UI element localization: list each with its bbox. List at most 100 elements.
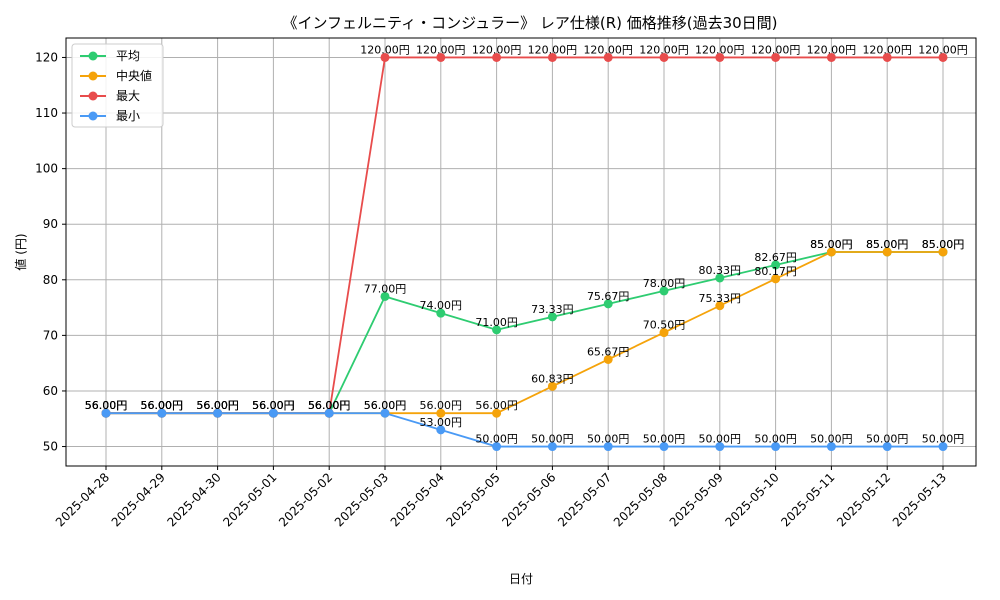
x-tick-label: 2025-04-28 (53, 470, 112, 529)
data-labels: 56.00円 56.00円 56.00円 56.00円 56.00円 77.00円 74.0… (85, 43, 968, 445)
y-tick-label: 120 (35, 50, 58, 64)
legend-marker (88, 51, 98, 61)
legend-marker (88, 71, 98, 81)
grid (66, 38, 976, 466)
legend-label: 最小 (116, 109, 140, 123)
data-point (492, 408, 502, 418)
data-point (715, 301, 725, 311)
data-point (436, 52, 446, 62)
data-label: 65.67円 (587, 345, 630, 358)
data-point (938, 52, 948, 62)
data-label: 56.00円 (141, 399, 184, 412)
data-label: 75.67円 (587, 290, 630, 303)
data-point (268, 408, 278, 418)
data-label: 56.00円 (141, 399, 184, 412)
data-label: 50.00円 (531, 433, 574, 446)
x-tick-label: 2025-05-09 (667, 470, 726, 529)
data-point (659, 286, 669, 296)
data-label: 80.33円 (699, 264, 742, 277)
data-label: 56.00円 (252, 399, 295, 412)
data-label: 56.00円 (85, 399, 128, 412)
data-point (771, 442, 781, 452)
data-point (882, 247, 892, 257)
data-point (436, 408, 446, 418)
data-label: 120.00円 (416, 43, 466, 56)
data-point (324, 408, 334, 418)
y-tick-label: 80 (43, 273, 58, 287)
data-label: 78.00円 (643, 277, 686, 290)
y-tick-label: 70 (43, 328, 58, 342)
data-point (603, 442, 613, 452)
chart-title: 《インフェルニティ・コンジュラー》 レア仕様(R) 価格推移(過去30日間) (282, 14, 777, 32)
data-label: 56.00円 (364, 399, 407, 412)
data-label: 120.00円 (360, 43, 410, 56)
x-axis: 2025-04-282025-04-292025-04-302025-05-01… (53, 466, 949, 529)
data-label: 120.00円 (472, 43, 522, 56)
data-label: 56.00円 (308, 399, 351, 412)
data-point (771, 52, 781, 62)
data-point (826, 442, 836, 452)
data-label: 56.00円 (475, 399, 518, 412)
x-tick-label: 2025-05-04 (388, 470, 447, 529)
data-point (938, 247, 948, 257)
y-tick-label: 110 (35, 106, 58, 120)
x-axis-title: 日付 (509, 572, 533, 586)
data-point (715, 273, 725, 283)
data-label: 50.00円 (754, 433, 797, 446)
x-tick-label: 2025-05-11 (778, 470, 837, 529)
data-point (380, 408, 390, 418)
legend-marker (88, 91, 98, 101)
y-tick-label: 50 (43, 440, 58, 454)
data-label: 85.00円 (866, 238, 909, 251)
data-label: 85.00円 (866, 238, 909, 251)
data-point (603, 354, 613, 364)
data-label: 120.00円 (695, 43, 745, 56)
data-point (547, 312, 557, 322)
data-label: 50.00円 (587, 433, 630, 446)
data-label: 56.00円 (252, 399, 295, 412)
data-label: 50.00円 (866, 433, 909, 446)
series-line (106, 251, 943, 415)
data-point (826, 52, 836, 62)
data-label: 120.00円 (528, 43, 578, 56)
data-label: 71.00円 (475, 316, 518, 329)
data-point (659, 442, 669, 452)
data-point (771, 260, 781, 270)
data-label: 120.00円 (751, 43, 801, 56)
data-label: 120.00円 (583, 43, 633, 56)
data-label: 50.00円 (699, 433, 742, 446)
x-tick-label: 2025-05-06 (499, 470, 558, 529)
data-label: 60.83円 (531, 372, 574, 385)
legend-label: 中央値 (116, 68, 152, 83)
data-point (938, 442, 948, 452)
data-label: 56.00円 (252, 399, 295, 412)
legend-marker (88, 111, 98, 121)
plot-area (65, 37, 977, 467)
y-axis-title: 値 (円) (13, 233, 28, 270)
series-layer (101, 52, 948, 452)
data-point (157, 408, 167, 418)
x-tick-label: 2025-05-03 (332, 470, 391, 529)
y-tick-label: 90 (43, 217, 58, 231)
x-tick-label: 2025-05-10 (723, 470, 782, 529)
data-label: 75.33円 (699, 292, 742, 305)
data-point (603, 299, 613, 309)
x-tick-label: 2025-04-29 (109, 470, 168, 529)
x-tick-label: 2025-05-13 (890, 470, 949, 529)
data-label: 56.00円 (85, 399, 128, 412)
data-point (436, 425, 446, 435)
data-label: 85.00円 (810, 238, 853, 251)
x-tick-label: 2025-04-30 (165, 470, 224, 529)
data-label: 120.00円 (862, 43, 912, 56)
y-tick-label: 100 (35, 162, 58, 176)
data-label: 77.00円 (364, 282, 407, 295)
data-label: 56.00円 (196, 399, 239, 412)
data-label: 85.00円 (922, 238, 965, 251)
data-point (659, 52, 669, 62)
legend-label: 平均 (116, 49, 140, 63)
data-label: 85.00円 (810, 238, 853, 251)
data-point (380, 52, 390, 62)
data-label: 56.00円 (308, 399, 351, 412)
data-point (101, 408, 111, 418)
